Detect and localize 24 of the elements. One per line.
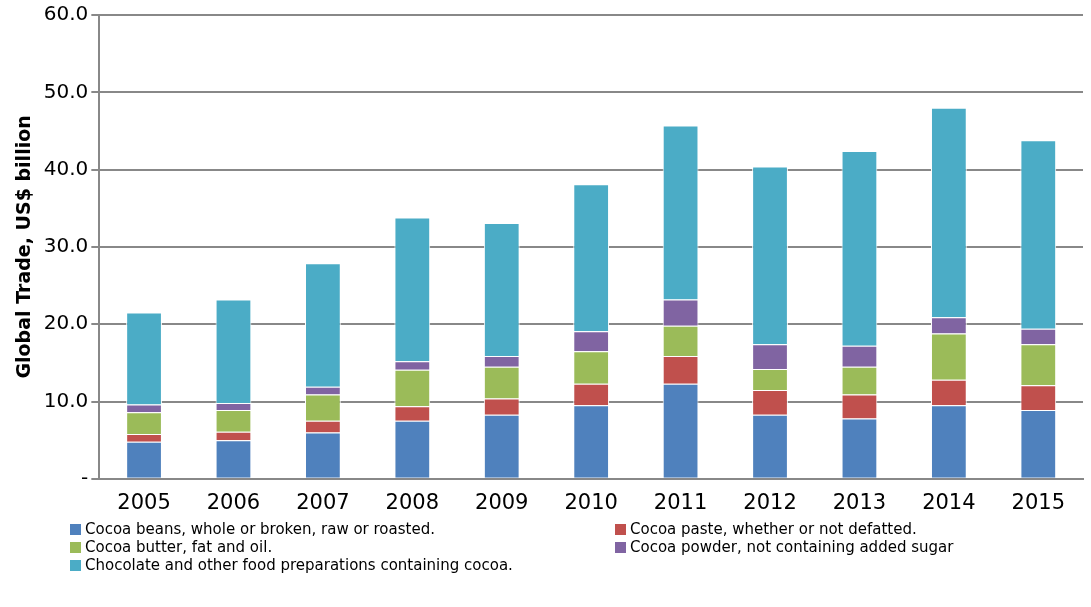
x-tick-label: 2011 (653, 489, 708, 514)
legend-label: Cocoa beans, whole or broken, raw or roasted. (85, 520, 435, 538)
x-tick-label: 2015 (1011, 489, 1066, 514)
y-tick-label: 10.0 (43, 387, 89, 412)
y-tick-label: 50.0 (43, 78, 89, 103)
y-tick-label: 30.0 (43, 233, 89, 258)
x-tick-label: 2012 (743, 489, 797, 514)
y-tick-label: 40.0 (43, 155, 89, 180)
legend-label: Cocoa paste, whether or not defatted. (630, 520, 917, 538)
x-tick-label: 2010 (564, 489, 618, 514)
legend-label: Chocolate and other food preparations containing cocoa. (85, 556, 513, 574)
x-tick-label: 2007 (296, 489, 350, 514)
x-tick-label: 2008 (385, 489, 440, 514)
y-tick-label: - (81, 465, 89, 489)
y-tick-label: 20.0 (43, 310, 89, 335)
legend-label: Cocoa butter, fat and oil. (85, 538, 273, 556)
y-tick-label: 60.0 (43, 1, 89, 26)
x-tick-label: 2009 (475, 489, 529, 514)
x-tick-label: 2006 (206, 489, 261, 514)
x-tick-label: 2014 (922, 489, 976, 514)
x-tick-label: 2013 (832, 489, 887, 514)
legend-label: Cocoa powder, not containing added sugar (630, 538, 954, 556)
y-axis-title: Global Trade, US$ billion (12, 115, 35, 379)
x-tick-label: 2005 (117, 489, 171, 514)
